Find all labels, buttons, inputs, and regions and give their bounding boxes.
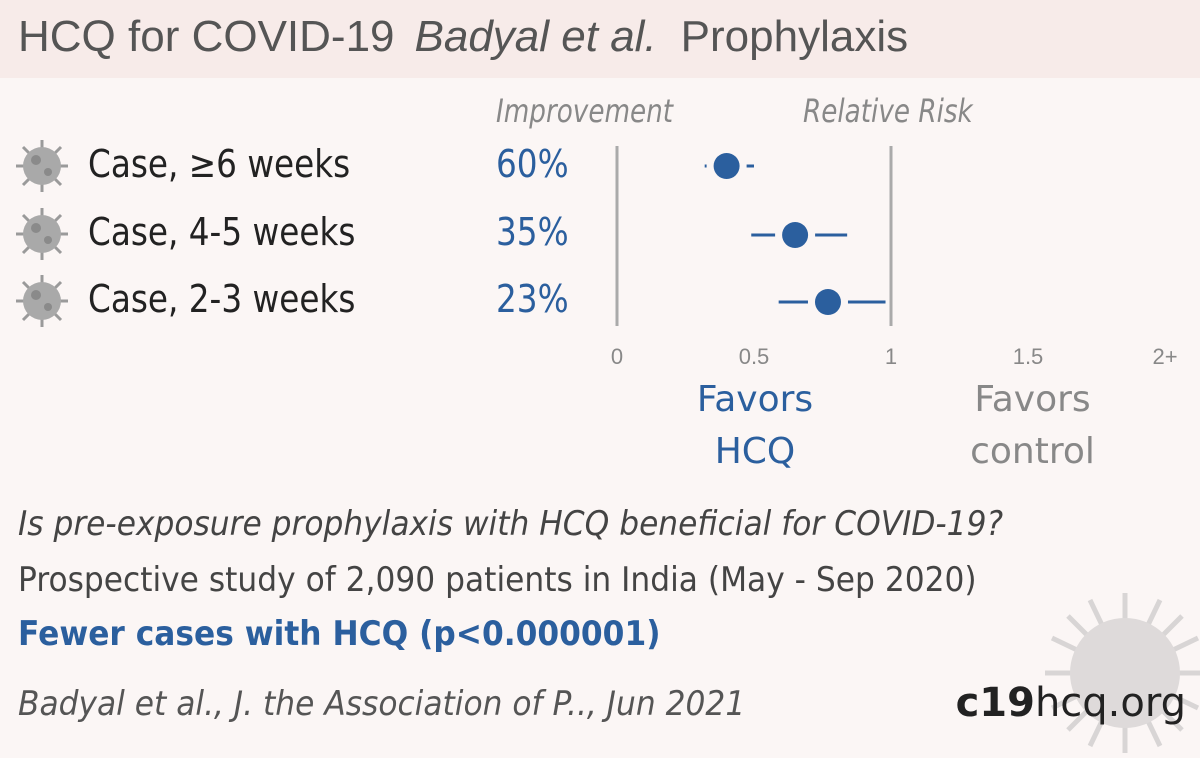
page-title: HCQ for COVID-19 Badyal et al. Prophylaxis — [18, 12, 908, 62]
virus-icon — [16, 275, 68, 327]
brand-bold: c19 — [955, 680, 1035, 726]
x-tick-label: 1.5 — [1013, 344, 1044, 369]
study-conclusion: Fewer cases with HCQ (p<0.000001) — [18, 614, 661, 654]
favors-control: Favors control — [935, 374, 1130, 478]
study-question: Is pre-exposure prophylaxis with HCQ ben… — [18, 504, 1004, 544]
row-improvement: 23% — [496, 277, 569, 321]
row-label: Case, 4-5 weeks — [88, 210, 356, 254]
brand-rest: hcq.org — [1034, 680, 1186, 726]
virus-watermark-icon — [1045, 593, 1200, 753]
x-tick-label: 1 — [885, 344, 897, 369]
x-tick-label: 2+ — [1152, 344, 1177, 369]
title-authors: Badyal et al. — [414, 12, 657, 61]
title-kind: Prophylaxis — [680, 12, 909, 61]
citation: Badyal et al., J. the Association of P..… — [18, 684, 746, 724]
relative-risk-header: Relative Risk — [803, 92, 973, 130]
row-improvement: 35% — [496, 210, 569, 254]
study-description: Prospective study of 2,090 patients in I… — [18, 560, 977, 600]
virus-icon — [16, 208, 68, 260]
title-bar — [0, 0, 1200, 78]
virus-icon — [16, 140, 68, 192]
row-label: Case, 2-3 weeks — [88, 277, 356, 321]
favors-hcq-line2: HCQ — [714, 431, 796, 472]
favors-hcq-line1: Favors — [696, 379, 814, 420]
brand-logo: c19hcq.org — [956, 680, 1186, 726]
row-label: Case, ≥6 weeks — [88, 142, 351, 186]
improvement-header: Improvement — [496, 92, 674, 130]
point-estimate — [713, 153, 740, 179]
point-estimate — [814, 289, 841, 315]
favors-control-line1: Favors — [974, 379, 1091, 420]
title-text: HCQ for COVID-19 — [18, 12, 395, 61]
x-tick-label: 0 — [611, 344, 623, 369]
favors-hcq: Favors HCQ — [660, 374, 850, 478]
point-estimate — [782, 222, 809, 248]
x-tick-label: 0.5 — [739, 344, 770, 369]
favors-control-line2: control — [970, 431, 1095, 472]
row-improvement: 60% — [496, 142, 569, 186]
